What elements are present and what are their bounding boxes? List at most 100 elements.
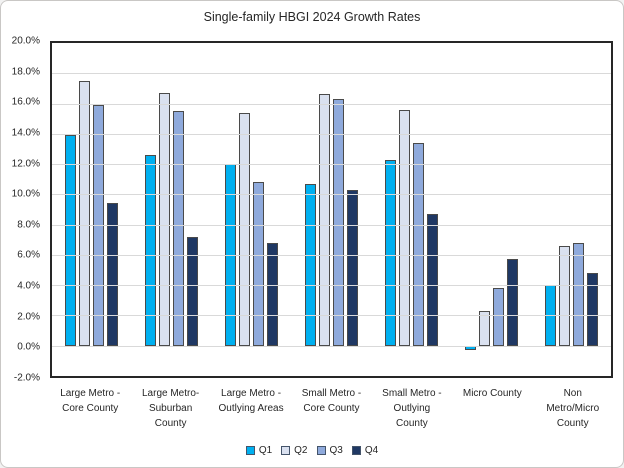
bar-group-6: [451, 43, 531, 376]
legend-label: Q2: [294, 445, 308, 456]
bar-group-5: [371, 43, 451, 376]
x-axis-category-label: Large Metro- Suburban County: [142, 388, 200, 429]
barwrap: [267, 43, 279, 376]
bar-q1-group1: [65, 135, 77, 346]
gridline: [52, 285, 611, 287]
bar-groups: [52, 43, 611, 376]
barwrap: [107, 43, 119, 376]
x-axis-category-label: Micro County: [462, 388, 522, 399]
y-axis-tick-label: 16.0%: [11, 96, 40, 108]
barwrap: [544, 43, 556, 376]
legend-item-q1: Q1: [245, 445, 273, 456]
y-axis-tick-label: 6.0%: [17, 249, 40, 261]
barwrap: [93, 43, 105, 376]
gridline: [52, 345, 611, 347]
gridline: [52, 224, 611, 226]
y-axis-tick-label: -2.0%: [13, 372, 40, 384]
x-axis-category-label: Large Metro - Outlying Areas: [218, 388, 284, 414]
bar-q3-group3: [253, 182, 265, 346]
barwrap: [412, 43, 424, 376]
bar-q2-group6: [478, 310, 490, 346]
x-axis-category-label: Small Metro - Outlying County: [382, 388, 442, 429]
gridline: [52, 103, 611, 105]
legend: Q1 Q2 Q3 Q4: [1, 445, 623, 456]
bar-q4-group4: [347, 189, 358, 346]
bar-q1-group5: [384, 159, 396, 346]
bar-q2-group5: [398, 109, 410, 346]
bar-q2-group4: [319, 94, 330, 346]
bar-group-1: [52, 43, 132, 376]
barwrap: [478, 43, 490, 376]
barwrap: [173, 43, 185, 376]
barwrap: [145, 43, 157, 376]
barwrap: [506, 43, 518, 376]
bar-q4-group7: [586, 273, 598, 346]
x-axis: Large Metro - Core County Large Metro- Subu…: [50, 386, 613, 431]
y-axis-tick-label: 14.0%: [11, 127, 40, 139]
legend-item-q3: Q3: [316, 445, 343, 456]
bar-q4-group1: [107, 203, 119, 346]
barwrap: [572, 43, 584, 376]
y-axis-tick-label: 18.0%: [11, 66, 40, 78]
x-axis-category-label: Non Metro/Micro County: [546, 388, 600, 429]
bar-q2-group1: [79, 80, 91, 346]
gridline: [52, 254, 611, 256]
y-axis-tick-label: 10.0%: [11, 188, 40, 200]
barwrap: [187, 43, 199, 376]
bar-q1-group2: [145, 155, 157, 346]
bar-q3-group2: [173, 111, 185, 346]
bar-q4-group5: [426, 214, 438, 346]
bar-q3-group7: [572, 242, 584, 346]
barwrap: [492, 43, 504, 376]
bar-q4-group6: [506, 259, 518, 346]
y-axis-tick-label: 2.0%: [17, 311, 40, 323]
bar-q4-group2: [187, 236, 199, 346]
plot-area: [50, 41, 613, 378]
barwrap: [239, 43, 251, 376]
legend-swatch-q1: [245, 446, 255, 455]
bar-q2-group3: [239, 112, 251, 346]
legend-item-q4: Q4: [351, 445, 379, 456]
bar-group-4: [292, 43, 372, 376]
barwrap: [398, 43, 410, 376]
legend-item-q2: Q2: [281, 445, 308, 456]
gridline: [52, 194, 611, 196]
barwrap: [347, 43, 358, 376]
barwrap: [305, 43, 316, 376]
barwrap: [464, 43, 476, 376]
bar-group-3: [212, 43, 292, 376]
barwrap: [319, 43, 330, 376]
y-axis-tick-label: 12.0%: [11, 158, 40, 170]
barwrap: [426, 43, 438, 376]
y-axis-tick-label: 4.0%: [17, 280, 40, 292]
bar-q4-group3: [267, 242, 279, 346]
barwrap: [253, 43, 265, 376]
x-axis-category-label: Large Metro - Core County: [60, 388, 121, 414]
bar-group-2: [132, 43, 212, 376]
bar-q1-group4: [305, 183, 316, 346]
gridline: [52, 315, 611, 317]
barwrap: [586, 43, 598, 376]
legend-label: Q3: [329, 445, 343, 456]
legend-label: Q4: [364, 445, 379, 456]
y-axis-tick-label: 8.0%: [17, 219, 40, 231]
y-axis-tick-label: 20.0%: [11, 35, 40, 47]
barwrap: [558, 43, 570, 376]
barwrap: [333, 43, 344, 376]
barwrap: [79, 43, 91, 376]
y-axis: 20.0% 18.0% 16.0% 14.0% 12.0% 10.0% 8.0% 6.0% 4.…: [1, 36, 45, 384]
legend-label: Q1: [258, 445, 273, 456]
bar-q2-group2: [159, 92, 171, 346]
bar-q3-group5: [412, 142, 424, 346]
barwrap: [65, 43, 77, 376]
bar-q3-group6: [492, 288, 504, 346]
chart-title: Single-family HBGI 2024 Growth Rates: [203, 10, 421, 24]
x-axis-category-label: Small Metro - Core County: [301, 388, 362, 414]
gridline: [52, 73, 611, 75]
legend-swatch-q2: [281, 446, 291, 455]
barwrap: [225, 43, 237, 376]
barwrap: [159, 43, 171, 376]
y-axis-tick-label: 0.0%: [17, 341, 40, 353]
bar-q3-group4: [333, 99, 344, 346]
